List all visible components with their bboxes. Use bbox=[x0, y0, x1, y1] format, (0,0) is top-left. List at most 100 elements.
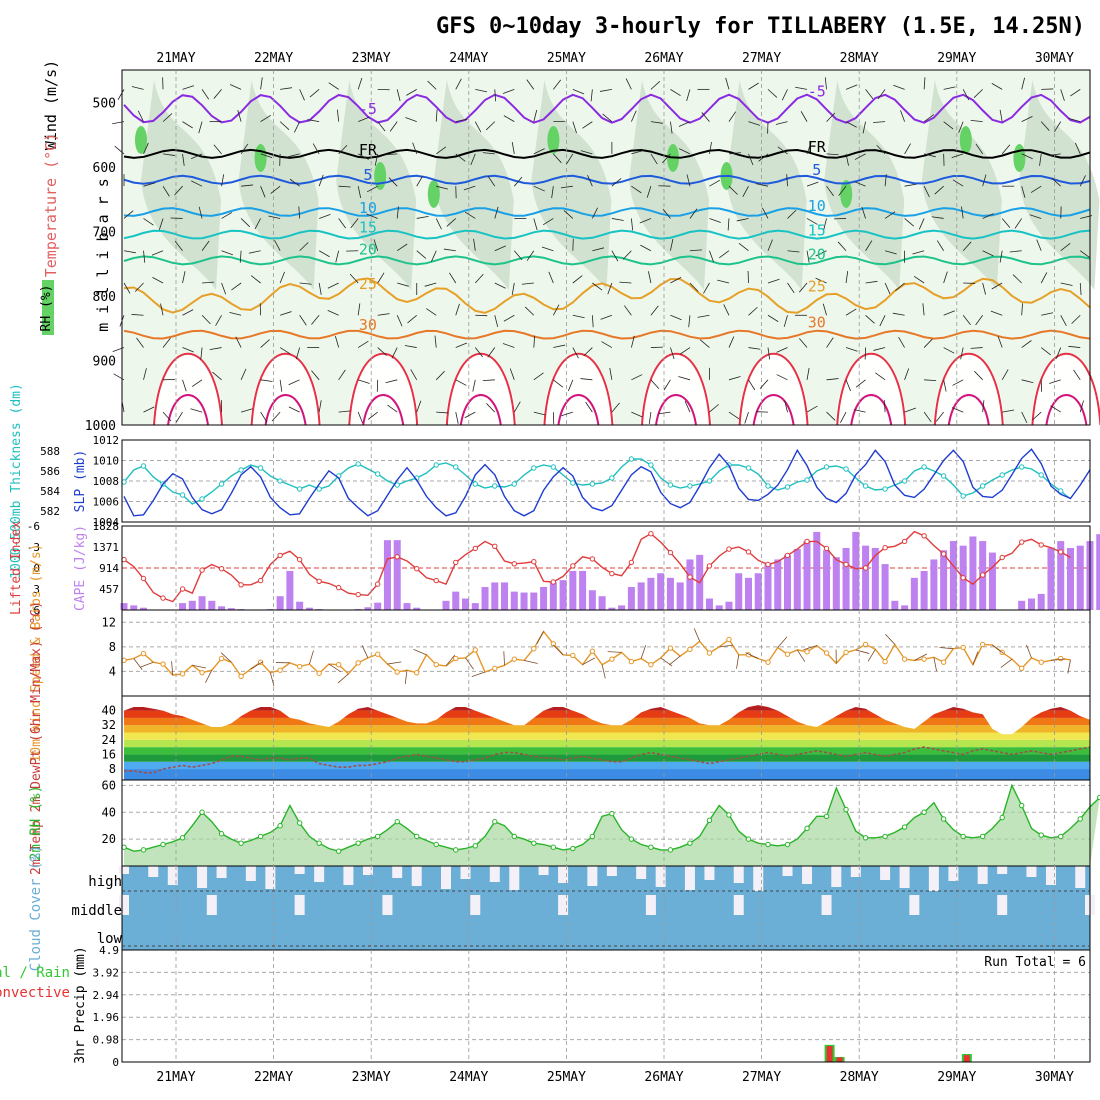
wind-barb bbox=[1021, 340, 1032, 348]
wind-barb bbox=[1050, 405, 1061, 413]
lifted-index-point bbox=[492, 543, 498, 549]
wind-barb bbox=[631, 185, 642, 194]
cape-bar bbox=[803, 541, 811, 610]
wind-barb bbox=[1012, 274, 1022, 284]
wind-barb-10m bbox=[669, 655, 681, 666]
wind-barb bbox=[260, 411, 268, 423]
wind-barb-10m bbox=[640, 645, 647, 659]
thickness-point bbox=[648, 462, 654, 468]
wind-speed-point bbox=[648, 661, 654, 668]
wind-speed-point bbox=[531, 646, 537, 652]
rh2m-tick: 60 bbox=[102, 778, 116, 792]
cloud-gap-high bbox=[167, 866, 178, 885]
wind-barb bbox=[572, 121, 577, 134]
rh-dry-area bbox=[737, 353, 810, 425]
wind-barb bbox=[162, 411, 172, 422]
wind-speed-point bbox=[940, 659, 947, 665]
cloud-gap-middle bbox=[206, 895, 217, 915]
rh2m-point bbox=[784, 841, 791, 848]
wind-barb bbox=[787, 209, 797, 219]
wind-barb bbox=[494, 245, 506, 252]
wind-barb bbox=[845, 308, 857, 316]
wind-barb bbox=[806, 367, 810, 380]
thickness-tick: 588 bbox=[40, 445, 60, 458]
cape-bar bbox=[910, 577, 918, 610]
cloud-gap-high bbox=[733, 866, 744, 883]
wind-barb bbox=[582, 121, 593, 129]
wind-barb bbox=[962, 315, 971, 325]
wind-barb bbox=[845, 153, 849, 166]
pressure-tick: 700 bbox=[93, 225, 116, 240]
cape-tick: 914 bbox=[99, 562, 119, 575]
isotherm-35 bbox=[153, 352, 223, 426]
wind-barb bbox=[455, 379, 467, 386]
wind-barb bbox=[160, 303, 164, 316]
wind-barb bbox=[327, 282, 339, 289]
wind-barb bbox=[563, 210, 574, 219]
cape-bar bbox=[588, 590, 596, 610]
rh2m-point bbox=[589, 833, 596, 840]
cloud-gap-high bbox=[684, 866, 695, 890]
thickness-point bbox=[979, 483, 986, 489]
thickness-point bbox=[472, 481, 478, 487]
wind-barb bbox=[377, 347, 387, 356]
rh2m-point bbox=[862, 835, 869, 841]
wind-barb bbox=[288, 379, 300, 386]
cape-bar bbox=[1037, 593, 1045, 610]
wind-speed-point bbox=[765, 659, 771, 665]
wind-barb bbox=[758, 153, 769, 162]
wind-barb bbox=[845, 84, 858, 90]
wind-barb bbox=[524, 306, 535, 316]
wind-barb bbox=[670, 314, 682, 321]
rh-high-fill bbox=[840, 180, 853, 208]
wind-barb bbox=[1036, 239, 1042, 251]
lifted-index-tick: -6 bbox=[27, 520, 40, 533]
rh2m-point bbox=[238, 840, 244, 846]
wind-barb bbox=[884, 250, 897, 255]
isotherm-10 bbox=[123, 206, 1091, 218]
cloud-level-label: low bbox=[97, 931, 123, 947]
wind-barb bbox=[338, 410, 351, 413]
wind-barb bbox=[464, 411, 476, 419]
rh2m-point bbox=[726, 812, 732, 818]
cape-bar bbox=[130, 605, 138, 610]
wind-speed-point bbox=[784, 651, 791, 657]
rh2m-point bbox=[277, 822, 283, 829]
wind-barb bbox=[112, 121, 125, 125]
lifted-index-point bbox=[862, 565, 869, 571]
wind-barb bbox=[936, 240, 944, 251]
wind-barb bbox=[951, 407, 964, 413]
rh2m-point bbox=[414, 833, 420, 840]
wind-speed-point bbox=[199, 669, 205, 676]
wind-barb-10m bbox=[992, 644, 1004, 654]
cape-bar bbox=[140, 607, 148, 610]
day-label-bottom: 27MAY bbox=[742, 1070, 781, 1085]
wind-barb bbox=[435, 218, 442, 230]
wind-barb bbox=[260, 379, 273, 382]
rh2m-point bbox=[940, 816, 947, 822]
wind-barb bbox=[542, 218, 554, 226]
rh2m-point bbox=[609, 810, 615, 817]
wind-barb bbox=[279, 121, 290, 130]
temp-tick: 16 bbox=[102, 747, 116, 761]
wind-speed-point bbox=[706, 650, 713, 656]
wind-barb bbox=[922, 303, 925, 316]
wind-barb bbox=[784, 400, 788, 413]
temperature-axis-label: Temperature (°C) bbox=[42, 133, 60, 278]
wind-barb bbox=[823, 218, 827, 231]
thickness-tick: 584 bbox=[40, 485, 60, 498]
rh2m-point bbox=[901, 824, 908, 830]
lifted-index-point bbox=[511, 561, 518, 567]
wind-barb bbox=[806, 405, 818, 413]
rh-dry-area bbox=[1030, 353, 1100, 425]
rh2m-point bbox=[433, 841, 439, 848]
isotherm-label: FR bbox=[359, 141, 378, 159]
rh-dry-area bbox=[542, 353, 615, 425]
wind-barb bbox=[271, 411, 281, 422]
cloud-gap-middle bbox=[119, 895, 129, 915]
rh2m-point bbox=[765, 841, 771, 848]
isotherm-30 bbox=[123, 329, 1091, 340]
cape-axis-label: CAPE (J/kg) bbox=[73, 525, 88, 611]
wind-barb bbox=[776, 347, 788, 353]
lifted-index-point bbox=[550, 579, 557, 585]
